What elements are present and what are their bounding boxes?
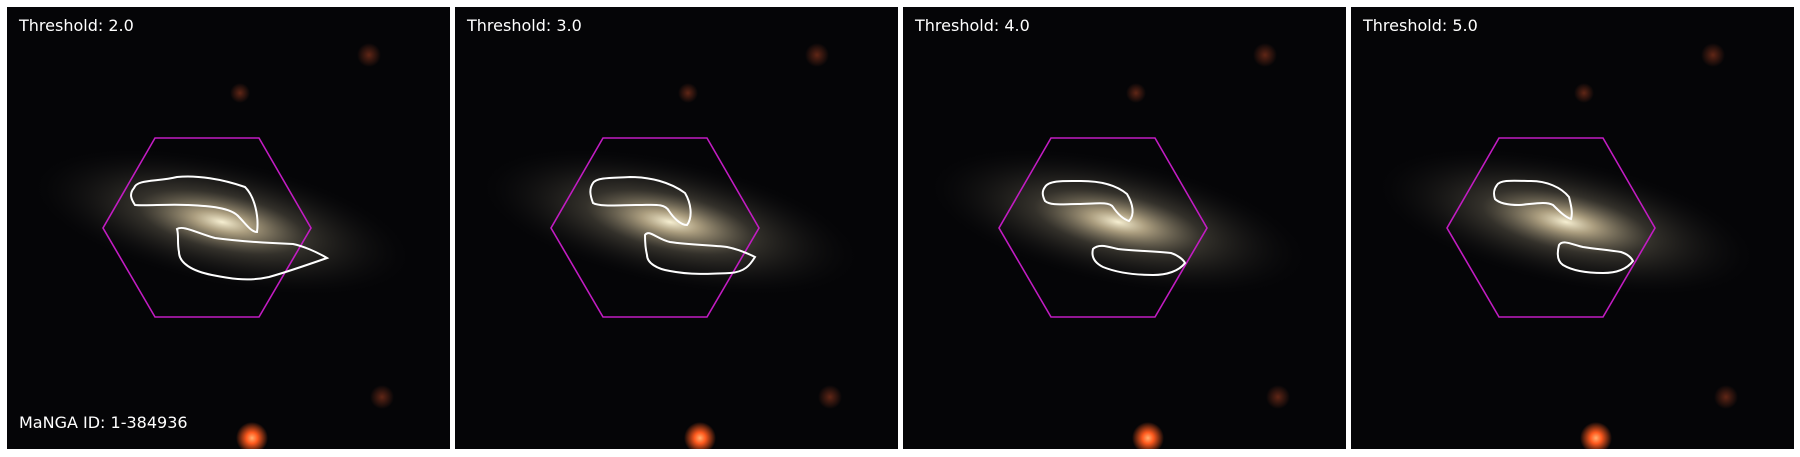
contour-upper	[1492, 179, 1573, 221]
background-source	[1574, 83, 1594, 103]
manga-id-label: MaNGA ID: 1-384936	[19, 413, 188, 432]
foreground-star	[236, 422, 268, 449]
galaxy-image	[1351, 7, 1794, 449]
contour-upper	[1041, 179, 1134, 223]
threshold-label: Threshold: 4.0	[915, 16, 1030, 35]
background-source	[357, 43, 381, 67]
panel-threshold-4: Threshold: 4.0	[903, 7, 1346, 449]
panel-threshold-5: Threshold: 5.0	[1351, 7, 1794, 449]
background-source	[1126, 83, 1146, 103]
threshold-label: Threshold: 3.0	[467, 16, 582, 35]
background-source	[370, 385, 394, 409]
background-source	[805, 43, 829, 67]
ifu-hexagon	[998, 137, 1208, 318]
panel-threshold-2: Threshold: 2.0 MaNGA ID: 1-384936	[7, 7, 450, 449]
galaxy-image	[455, 7, 898, 449]
foreground-star	[684, 422, 716, 449]
contour-lower	[643, 232, 757, 275]
contour-lower	[1556, 241, 1635, 275]
ifu-hexagon	[102, 137, 312, 318]
galaxy-image	[903, 7, 1346, 449]
foreground-star	[1580, 422, 1612, 449]
contour-upper	[589, 175, 692, 227]
galaxy-glow	[483, 149, 857, 295]
background-source	[1701, 43, 1725, 67]
background-source	[1266, 385, 1290, 409]
contour-upper	[130, 175, 259, 234]
galaxy-glow	[931, 149, 1305, 295]
background-source	[1714, 385, 1738, 409]
background-source	[818, 385, 842, 409]
galaxy-glow	[1379, 149, 1753, 295]
foreground-star	[1132, 422, 1164, 449]
panel-threshold-3: Threshold: 3.0	[455, 7, 898, 449]
ifu-hexagon	[1446, 137, 1656, 318]
threshold-label: Threshold: 2.0	[19, 16, 134, 35]
galaxy-glow	[35, 149, 409, 295]
background-source	[1253, 43, 1277, 67]
ifu-hexagon	[550, 137, 760, 318]
background-source	[230, 83, 250, 103]
contour-lower	[1091, 244, 1187, 277]
galaxy-image	[7, 7, 450, 449]
threshold-label: Threshold: 5.0	[1363, 16, 1478, 35]
contour-lower	[175, 227, 330, 281]
background-source	[678, 83, 698, 103]
